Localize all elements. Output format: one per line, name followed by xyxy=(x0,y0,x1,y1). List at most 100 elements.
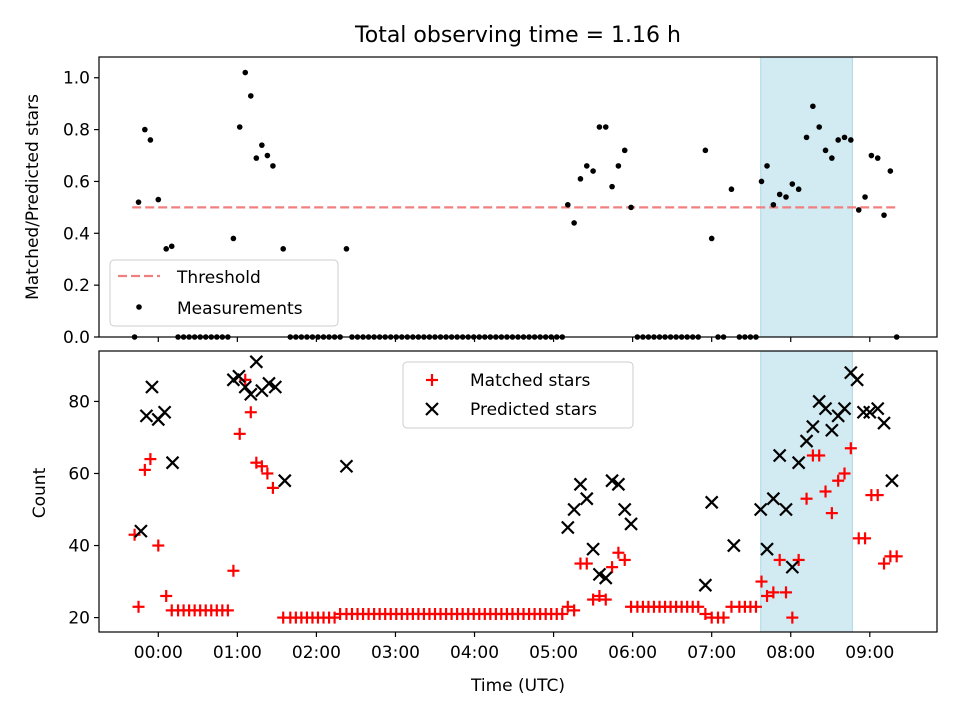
matched-point-75 xyxy=(556,607,569,620)
measurement-point-121 xyxy=(841,134,848,141)
measurement-point-108 xyxy=(758,178,765,185)
matched-point-2 xyxy=(138,463,151,476)
predicted-point-b xyxy=(611,477,626,492)
predicted-point-50 xyxy=(885,473,899,488)
bottom-y-axis: 20 40 60 80 xyxy=(68,392,99,629)
predicted-point-b xyxy=(785,560,800,574)
x-axis-label: Time (UTC) xyxy=(470,676,565,696)
matched-point-82 xyxy=(599,593,612,606)
predicted-point-b xyxy=(760,542,774,556)
predicted-point-43 xyxy=(837,401,852,416)
top-x-ticks xyxy=(157,337,871,342)
predicted-point-28 xyxy=(704,495,719,510)
bottom-y-axis-label: Count xyxy=(30,467,50,518)
predicted-point-29 xyxy=(727,538,741,553)
matched-point-80 xyxy=(587,593,600,606)
measurement-point-109 xyxy=(764,163,770,169)
predicted-point-31 xyxy=(760,542,774,556)
predicted-point-30 xyxy=(753,502,768,517)
measurement-point-124 xyxy=(862,194,868,200)
predicted-point-b xyxy=(704,495,719,510)
x-tick-label: 02:00 xyxy=(292,643,341,663)
measurement-point-82 xyxy=(602,124,609,130)
matched-point-111 xyxy=(773,553,786,566)
predicted-point-35 xyxy=(785,560,800,574)
measurement-point-122 xyxy=(848,137,854,143)
measurement-point-86 xyxy=(628,204,634,211)
matched-point-85 xyxy=(618,553,631,566)
matched-point-112 xyxy=(780,586,793,599)
predicted-point-48 xyxy=(870,401,885,416)
matched-point-119 xyxy=(825,507,838,520)
predicted-point-24 xyxy=(611,477,626,492)
legend-predicted-swatch xyxy=(425,402,439,416)
matched-point-81 xyxy=(593,589,606,602)
measurement-point-99 xyxy=(702,147,709,154)
measurement-point-114 xyxy=(795,186,802,193)
predicted-point-45 xyxy=(850,373,864,387)
predicted-point-b xyxy=(561,520,575,535)
predicted-point-2 xyxy=(145,380,159,394)
matched-point-4 xyxy=(152,539,165,552)
predicted-point-22 xyxy=(598,571,613,585)
measurement-point-100 xyxy=(708,235,715,242)
matched-point-118 xyxy=(819,485,832,498)
matched-point-23 xyxy=(261,467,274,480)
predicted-point-b xyxy=(139,409,154,423)
matched-point-77 xyxy=(568,604,581,617)
predicted-point-49 xyxy=(877,416,891,430)
y-tick-label: 0.0 xyxy=(63,328,90,348)
matched-point-117 xyxy=(813,449,826,462)
predicted-point-b xyxy=(844,365,858,380)
measurement-point-128 xyxy=(887,168,894,174)
matched-point-127 xyxy=(878,557,891,570)
predicted-point-37 xyxy=(799,434,814,448)
predicted-point-9 xyxy=(244,387,258,402)
predicted-point-19 xyxy=(580,491,594,506)
predicted-point-b xyxy=(825,423,839,438)
x-tick-label: 08:00 xyxy=(766,643,815,663)
matched-point-126 xyxy=(871,489,884,502)
x-tick-label: 01:00 xyxy=(213,643,262,663)
measurement-point-119 xyxy=(829,155,835,161)
predicted-point-10 xyxy=(249,355,264,369)
y-tick-label: 0.6 xyxy=(63,172,90,192)
matched-point-122 xyxy=(844,442,857,455)
predicted-point-b xyxy=(870,401,885,416)
measurement-point-5 xyxy=(163,246,169,252)
legend-matched-label: Matched stars xyxy=(470,371,590,391)
matched-point-110 xyxy=(767,586,780,599)
predicted-point-4 xyxy=(157,405,172,420)
predicted-point-20 xyxy=(586,542,600,556)
measurement-point-36 xyxy=(343,246,350,252)
matched-point-98 xyxy=(692,600,705,613)
bottom-legend-box xyxy=(402,361,634,429)
x-tick-label: 06:00 xyxy=(608,643,657,663)
measurement-point-4 xyxy=(155,196,162,203)
bottom-x-axis: 00:00 01:00 02:00 03:00 04:00 05:00 06:00 07:00… xyxy=(134,632,894,663)
measurement-point-23 xyxy=(264,152,271,159)
predicted-point-46 xyxy=(856,405,871,420)
top-legend-box xyxy=(109,259,339,327)
predicted-point-b xyxy=(573,477,588,492)
measurement-point-77 xyxy=(571,220,577,226)
predicted-point-16 xyxy=(561,520,575,535)
matched-point-83 xyxy=(606,561,619,574)
predicted-point-b xyxy=(157,405,172,420)
x-tick-label: 07:00 xyxy=(687,643,736,663)
predicted-point-b xyxy=(249,355,264,369)
top-legend: Threshold Measurements xyxy=(109,259,339,327)
measurement-point-112 xyxy=(783,194,789,200)
measurement-point-117 xyxy=(816,124,823,130)
predicted-point-b xyxy=(850,373,864,387)
predicted-point-27 xyxy=(698,578,713,592)
predicted-point-23 xyxy=(605,473,619,488)
bottom-legend: Matched stars Predicted stars xyxy=(402,361,634,429)
predicted-point-b xyxy=(617,502,632,517)
measurement-point-103 xyxy=(728,186,735,193)
x-tick-label: 04:00 xyxy=(450,643,499,663)
measurement-point-110 xyxy=(770,201,777,208)
predicted-point-b xyxy=(165,455,180,470)
predicted-point-b xyxy=(586,542,600,556)
matched-point-18 xyxy=(233,427,246,440)
